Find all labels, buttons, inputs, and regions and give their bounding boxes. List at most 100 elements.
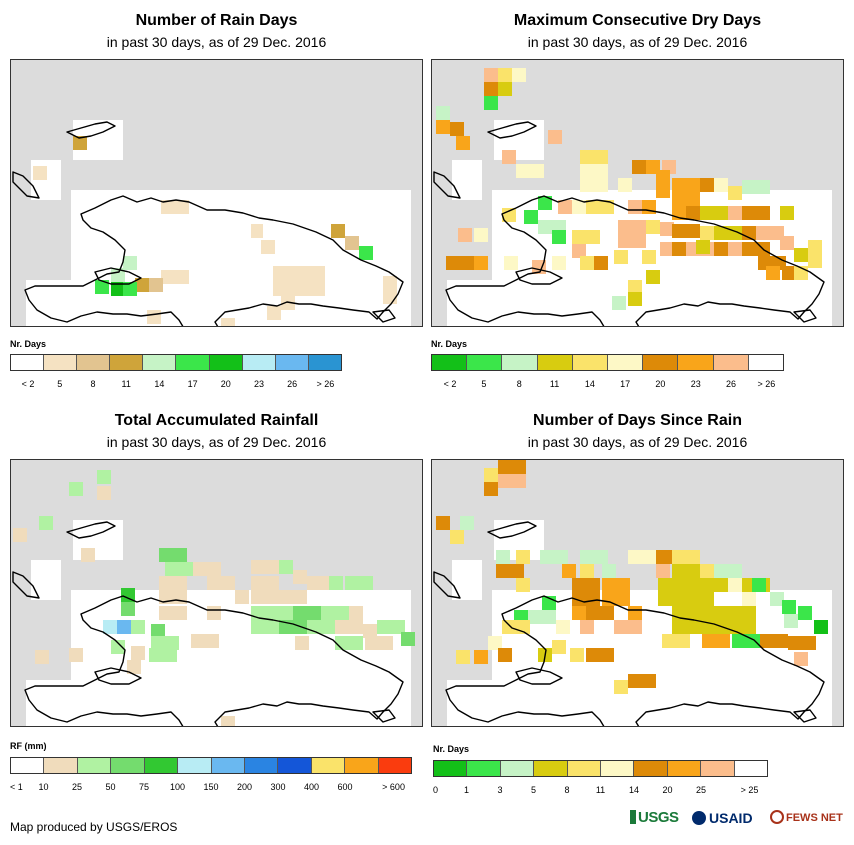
legend-label-0: 0 [433, 785, 439, 795]
grid-cell [151, 624, 165, 638]
gonave-island-outline [94, 667, 142, 685]
legend-label-9: 400 [303, 782, 320, 792]
legend-swatch-2 [77, 758, 112, 773]
grid-cell [628, 550, 656, 564]
grid-cell [586, 606, 614, 620]
legend-bar [10, 757, 412, 774]
grid-cell [127, 660, 141, 674]
legend-label-1: 5 [481, 379, 487, 389]
grid-cell [221, 716, 235, 726]
panel-rainfall: Total Accumulated Rainfall in past 30 da… [10, 412, 423, 792]
grid-cell [602, 320, 662, 326]
legend-labels: < 2 5 8 11 14 17 20 23 26 > 26 [10, 379, 342, 391]
map-days-since [431, 459, 844, 727]
grid-cell [552, 230, 566, 244]
panel-title: Number of Days Since Rain [533, 412, 742, 429]
grid-cell [165, 562, 193, 576]
grid-cell [562, 564, 576, 578]
grid-cell [700, 178, 714, 192]
grid-cell [151, 636, 179, 650]
legend-label-3: 11 [121, 379, 131, 389]
legend-swatch-0 [432, 355, 468, 370]
grid-cell [782, 600, 796, 614]
grid-cell [672, 606, 728, 634]
grid-cell [660, 242, 674, 256]
legend-label-2: 8 [90, 379, 96, 389]
grid-cell [808, 240, 822, 268]
grid-cell [524, 210, 538, 224]
legend-swatch-8 [701, 761, 735, 776]
grid-cell [31, 560, 61, 600]
legend-swatch-6 [643, 355, 679, 370]
grid-cell [594, 256, 608, 270]
grid-cell [742, 206, 770, 220]
grid-cell [436, 106, 450, 120]
grid-cell [770, 592, 784, 606]
grid-cell [95, 280, 109, 294]
grid-cell [452, 160, 482, 200]
grid-cell [81, 548, 95, 562]
saona-island-outline [793, 309, 817, 323]
legend-label-8: 26 [726, 379, 737, 389]
grid-cell [484, 82, 498, 96]
grid-cell [728, 242, 742, 256]
grid-cell [123, 282, 137, 296]
saona-island-outline [793, 709, 817, 723]
grid-cell [814, 620, 828, 634]
grid-cell [484, 68, 498, 82]
legend-label-6: 150 [203, 782, 219, 792]
grid-cell [516, 164, 544, 178]
legend-label-4: 75 [138, 782, 150, 792]
grid-cell [580, 256, 594, 270]
grid-cell [614, 620, 642, 634]
northern-island-outline [66, 121, 116, 139]
grid-cell [458, 228, 472, 242]
legend-label-8: 300 [270, 782, 286, 792]
grid-cell [484, 96, 498, 110]
grid-cell [235, 590, 249, 604]
grid-cell [498, 68, 512, 82]
grid-cell [798, 606, 812, 620]
grid-cell [97, 486, 111, 500]
grid-cell [504, 256, 518, 270]
grid-cell [552, 256, 566, 270]
grid-cell [728, 578, 742, 592]
usaid-logo: USAID [692, 808, 766, 834]
grid-cell [572, 200, 586, 214]
grid-cell [794, 248, 808, 262]
legend-swatch-6 [211, 758, 245, 773]
grid-cell [450, 530, 464, 544]
grid-cell [460, 516, 474, 530]
grid-cell [696, 240, 710, 254]
grid-cell [660, 222, 674, 236]
grid-cell [538, 196, 552, 210]
grid-cell [181, 720, 241, 726]
grid-cell [436, 120, 450, 134]
legend-label-6: 14 [628, 785, 640, 795]
grid-cell [700, 206, 728, 220]
saona-island-outline [372, 709, 396, 723]
legend-label-1: 5 [57, 379, 63, 389]
legend-label-5: 11 [595, 785, 606, 795]
grid-cell [672, 224, 700, 238]
grid-cell [484, 468, 498, 482]
legend-swatch-9 [748, 355, 784, 370]
grid-cell [572, 230, 600, 244]
grid-cell [13, 528, 27, 542]
grid-cell [474, 228, 488, 242]
grid-cell [714, 242, 728, 256]
grid-cell [267, 306, 281, 320]
grid-cell [756, 226, 784, 240]
grid-cell [117, 620, 131, 634]
grid-cell [728, 206, 742, 220]
legend-swatch-5 [176, 355, 210, 370]
legend-label-9: > 26 [757, 379, 776, 389]
grid-cell [273, 266, 325, 296]
grid-cell [602, 720, 662, 726]
legend-swatch-3 [110, 355, 144, 370]
legend-title: Nr. Days [433, 744, 470, 754]
grid-cell [742, 180, 770, 194]
grid-cell [69, 482, 83, 496]
grid-cell [782, 266, 796, 280]
legend-bar [431, 354, 784, 371]
